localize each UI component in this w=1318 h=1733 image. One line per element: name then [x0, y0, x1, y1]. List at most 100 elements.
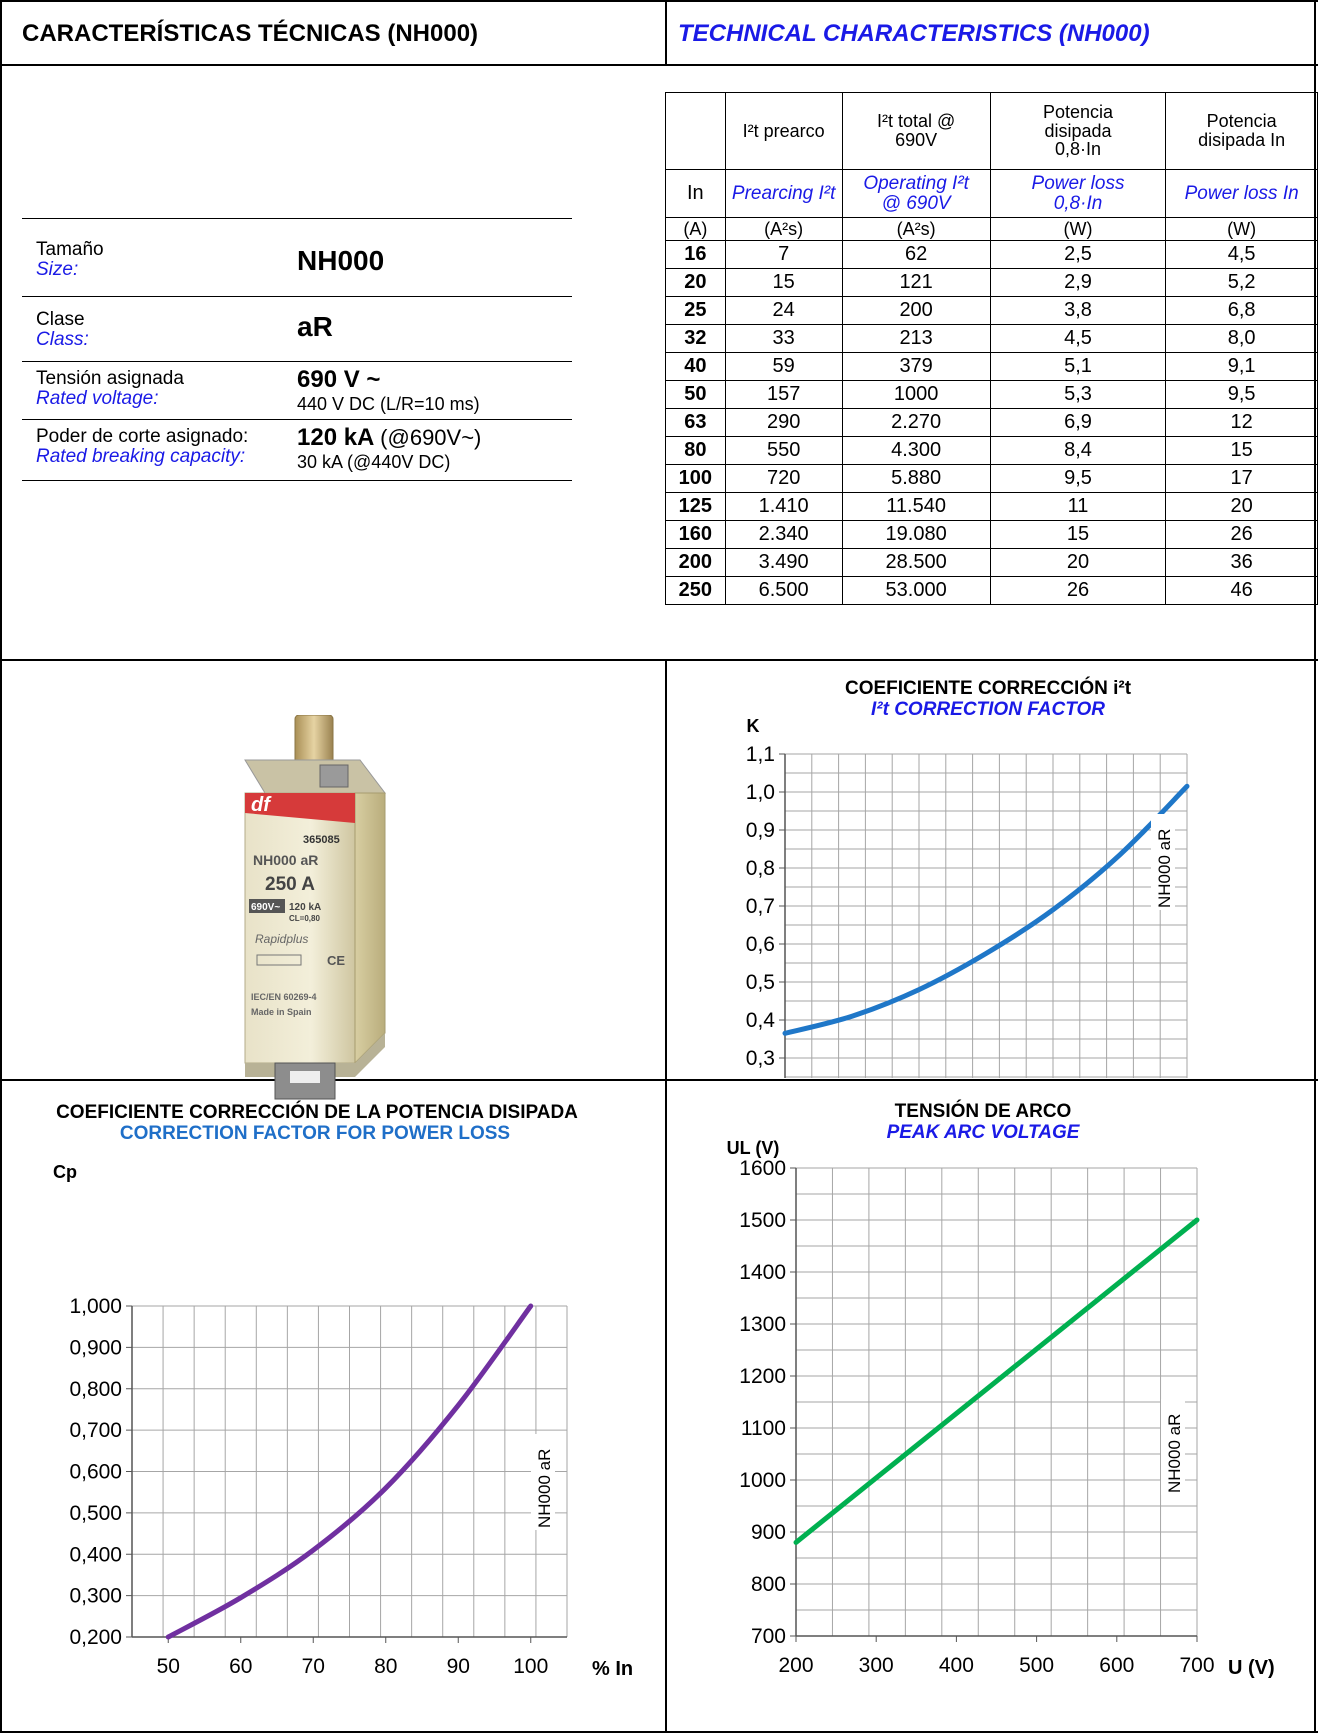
table-cell: 3.490 — [724, 548, 843, 577]
table-cell: 15 — [724, 268, 843, 297]
table-cell: 379 — [841, 352, 991, 381]
y-tick-label: 0,900 — [69, 1336, 122, 1359]
divider — [665, 0, 667, 64]
table-cell: 7 — [724, 240, 843, 269]
table-cell: 121 — [841, 268, 991, 297]
y-tick-label: 0,8 — [746, 857, 775, 880]
table-cell: 9,5 — [1165, 380, 1318, 409]
table-cell: 59 — [724, 352, 843, 381]
x-axis-label: % In — [592, 1658, 633, 1680]
y-tick-label: 1500 — [739, 1209, 786, 1232]
table-cell: 2.340 — [724, 520, 843, 549]
brand-logo: df — [251, 794, 272, 816]
series-annotation: NH000 aR — [535, 1449, 554, 1528]
table-body: 16 7 62 2,5 4,5 20 15 121 2,9 5,2 25 24 200 3,8 6,8 32 3… — [665, 240, 1318, 605]
y-tick-label: 0,800 — [69, 1378, 122, 1401]
table-cell: 62 — [841, 240, 991, 269]
table-row: 32 33 213 4,5 8,0 — [665, 324, 1318, 353]
y-tick-label: 0,300 — [69, 1585, 122, 1608]
y-tick-label: 1,1 — [746, 743, 775, 766]
chart-title: COEFICIENTE CORRECCIÓN DE LA POTENCIA DI… — [56, 1101, 578, 1123]
table-cell: 24 — [724, 296, 843, 325]
table-cell: 1.410 — [724, 492, 843, 521]
spec-class: Clase Class: aR — [22, 296, 572, 357]
table-cell: 125 — [665, 492, 726, 521]
chart-title: TENSIÓN DE ARCO — [895, 1100, 1072, 1122]
y-tick-label: 900 — [751, 1521, 786, 1544]
table-cell: 250 — [665, 576, 726, 605]
series-line — [782, 783, 1190, 1036]
svg-text:120 kA: 120 kA — [289, 902, 321, 913]
table-cell: 26 — [989, 576, 1167, 605]
divider — [0, 64, 1318, 66]
x-tick-label: 300 — [859, 1654, 894, 1677]
y-tick-label: 0,5 — [746, 971, 775, 994]
table-cell: 6.500 — [724, 576, 843, 605]
svg-text:Made in Spain: Made in Spain — [251, 1007, 312, 1017]
table-cell: 11 — [989, 492, 1167, 521]
table-row: 16 7 62 2,5 4,5 — [665, 240, 1318, 269]
title-en: TECHNICAL CHARACTERISTICS (NH000) — [678, 20, 1150, 47]
annotation-bg — [1161, 1399, 1185, 1495]
i2t-correction-chart: 0,20,30,40,50,60,70,80,91,01,11002003004… — [746, 677, 1190, 1078]
table-cell: 5,2 — [1165, 268, 1318, 297]
table-cell: 1000 — [841, 380, 991, 409]
peak-arc-voltage-chart: 700 800 900 1000 1100 1200 1300 1400 1500 1600 200… — [727, 1100, 1275, 1679]
x-tick-label: 200 — [778, 1654, 813, 1677]
svg-text:690V~: 690V~ — [251, 902, 280, 913]
divider — [665, 659, 667, 1733]
table-cell: 200 — [665, 548, 726, 577]
title-es: CARACTERÍSTICAS TÉCNICAS (NH000) — [22, 20, 479, 47]
x-tick-label: 700 — [1179, 1654, 1214, 1677]
table-cell: 20 — [1165, 492, 1318, 521]
table-cell: 550 — [724, 436, 843, 465]
table-cell: 2,9 — [989, 268, 1167, 297]
table-row: 100 720 5.880 9,5 17 — [665, 464, 1318, 493]
table-cell: 28.500 — [841, 548, 991, 577]
table-row: 80 550 4.300 8,4 15 — [665, 436, 1318, 465]
x-tick-label: 70 — [302, 1655, 325, 1678]
divider — [0, 1731, 1318, 1733]
divider — [0, 0, 1318, 2]
y-tick-label: 1300 — [739, 1313, 786, 1336]
table-cell: 4.300 — [841, 436, 991, 465]
power-loss-correction-chart: 0,200 0,300 0,400 0,500 0,600 0,700 0,800 0,900… — [53, 1101, 633, 1680]
table-cell: 20 — [989, 548, 1167, 577]
table-row: 25 24 200 3,8 6,8 — [665, 296, 1318, 325]
spec-breaking: Poder de corte asignado: Rated breaking … — [22, 419, 572, 481]
table-row: 250 6.500 53.000 26 46 — [665, 576, 1318, 605]
table-cell: 5.880 — [841, 464, 991, 493]
x-axis-label: U (V) — [1228, 1657, 1275, 1679]
svg-text:NH000 aR: NH000 aR — [253, 852, 318, 868]
table-cell: 32 — [665, 324, 726, 353]
y-tick-label: 0,400 — [69, 1543, 122, 1566]
table-cell: 4,5 — [989, 324, 1167, 353]
table-row: 63 290 2.270 6,9 12 — [665, 408, 1318, 437]
table-cell: 200 — [841, 296, 991, 325]
x-tick-label: 90 — [447, 1655, 470, 1678]
svg-text:CL=0,80: CL=0,80 — [289, 914, 320, 923]
x-tick-label: 100 — [513, 1655, 548, 1678]
chart-subtitle: I²t CORRECTION FACTOR — [871, 699, 1105, 720]
table-cell: 9,5 — [989, 464, 1167, 493]
y-tick-label: 1200 — [739, 1365, 786, 1388]
y-tick-label: 0,6 — [746, 933, 775, 956]
table-row: 20 15 121 2,9 5,2 — [665, 268, 1318, 297]
table-cell: 12 — [1165, 408, 1318, 437]
table-row: 160 2.340 19.080 15 26 — [665, 520, 1318, 549]
y-tick-label: 0,3 — [746, 1047, 775, 1070]
chart-title: COEFICIENTE CORRECCIÓN i²t — [845, 677, 1132, 699]
x-tick-label: 80 — [374, 1655, 397, 1678]
table-cell: 63 — [665, 408, 726, 437]
x-tick-label: 600 — [1099, 1654, 1134, 1677]
table-row: 40 59 379 5,1 9,1 — [665, 352, 1318, 381]
table-units: (A) (A²s) (A²s) (W) (W) — [665, 217, 1318, 241]
table-row: 50 157 1000 5,3 9,5 — [665, 380, 1318, 409]
technical-table: I²t prearco I²t total @ 690V Potencia di… — [665, 92, 1318, 605]
table-cell: 100 — [665, 464, 726, 493]
chart-subtitle: CORRECTION FACTOR FOR POWER LOSS — [120, 1123, 510, 1144]
x-tick-label: 500 — [1019, 1654, 1054, 1677]
table-cell: 80 — [665, 436, 726, 465]
divider — [0, 1079, 1318, 1081]
table-cell: 2.270 — [841, 408, 991, 437]
